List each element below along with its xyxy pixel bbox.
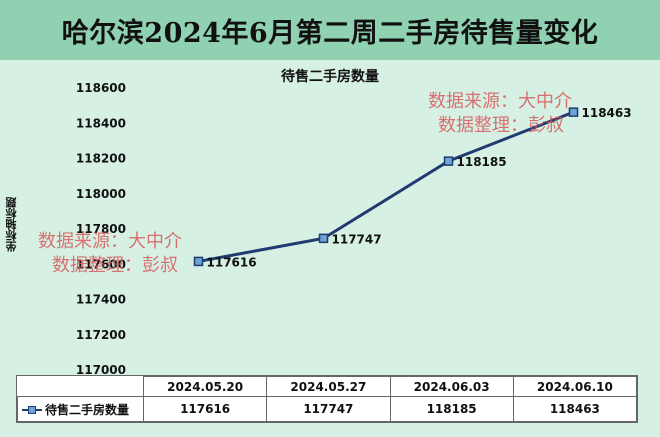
y-tick-label: 117600 <box>76 257 126 271</box>
data-label: 118185 <box>457 155 507 169</box>
data-label: 118463 <box>582 106 632 120</box>
table-row: 待售二手房数量 117616 117747 118185 118463 <box>17 396 638 422</box>
data-point <box>568 107 579 117</box>
series-line <box>198 110 575 263</box>
legend-label: 待售二手房数量 <box>45 402 130 417</box>
watermark-2: 数据来源：大中介 数据整理：彭叔 <box>428 90 572 138</box>
data-table: 2024.05.20 2024.05.27 2024.06.03 2024.06… <box>16 375 638 423</box>
table-header-row: 2024.05.20 2024.05.27 2024.06.03 2024.06… <box>17 375 638 398</box>
y-axis: 117000 117200 117400 117600 117800 118000 1182… <box>76 81 126 377</box>
watermark-1: 数据来源：大中介 数据整理：彭叔 <box>38 230 182 278</box>
table-corner <box>17 376 144 398</box>
table-category: 2024.06.03 <box>389 375 514 398</box>
chart-title: 待售二手房数量 <box>281 69 379 85</box>
data-point <box>443 156 454 166</box>
table-category: 2024.05.27 <box>266 375 391 398</box>
table-value: 117747 <box>266 396 391 422</box>
legend-entry: 待售二手房数量 <box>17 396 144 422</box>
y-tick-label: 117400 <box>76 293 126 307</box>
banner-title: 哈尔滨2024年6月第二周二手房待售量变化 <box>61 17 599 49</box>
y-tick-label: 118000 <box>76 187 126 201</box>
watermark-editor: 数据整理：彭叔 <box>52 255 178 276</box>
data-label: 117747 <box>332 232 382 246</box>
watermark-editor: 数据整理：彭叔 <box>438 115 564 136</box>
y-tick-label: 118400 <box>76 116 126 130</box>
watermark-source: 数据来源：大中介 <box>428 91 572 112</box>
data-point <box>193 256 204 267</box>
watermark-source: 数据来源：大中介 <box>38 231 182 252</box>
y-tick-label: 117800 <box>76 222 126 236</box>
y-tick-label: 117200 <box>76 328 126 342</box>
data-label: 117616 <box>207 255 257 269</box>
title-banner: 哈尔滨2024年6月第二周二手房待售量变化 <box>0 0 660 60</box>
table-value: 117616 <box>142 396 268 422</box>
legend-marker-icon <box>22 405 42 415</box>
y-tick-label: 117000 <box>76 363 126 377</box>
y-tick-label: 118200 <box>76 152 126 166</box>
table-category: 2024.05.20 <box>142 375 268 398</box>
table-value: 118463 <box>512 396 638 422</box>
table-value: 118185 <box>389 396 514 422</box>
series-layer: 117616 117747 118185 118463 <box>193 106 632 269</box>
data-point <box>318 233 329 244</box>
y-tick-label: 118600 <box>76 81 126 95</box>
table-category: 2024.06.10 <box>512 375 638 398</box>
